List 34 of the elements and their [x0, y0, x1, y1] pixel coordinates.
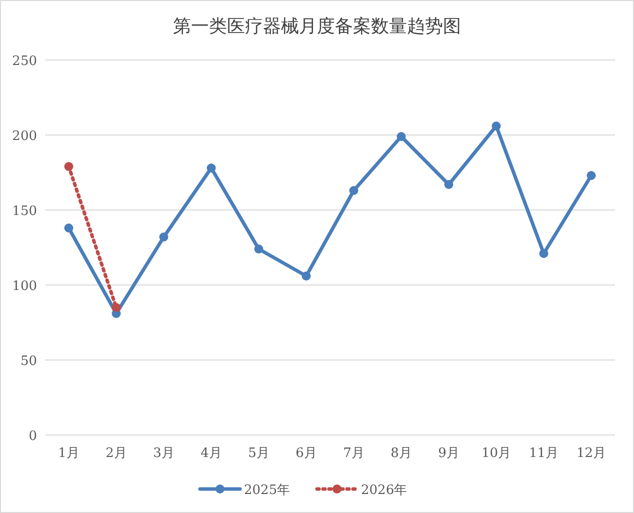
point [586, 171, 596, 180]
point [64, 162, 74, 171]
title: 第一类医疗器械月度备案数量趋势图 [173, 16, 461, 37]
x-tick-label: 12月 [576, 446, 606, 461]
point [254, 244, 264, 254]
point [444, 180, 454, 189]
x-tick-label: 2月 [106, 446, 127, 461]
point [159, 232, 168, 242]
y-tick-label: 250 [12, 54, 37, 69]
y-tick-label: 0 [28, 429, 37, 444]
x-tick-label: 4月 [200, 446, 222, 461]
x-tick-label: 11月 [528, 446, 559, 461]
x-tick-label: 10月 [481, 446, 512, 461]
legend-label: 2025年 [244, 483, 290, 498]
point [112, 303, 121, 312]
x-tick-label: 7月 [343, 446, 364, 461]
y-tick-label: 150 [12, 204, 37, 219]
point [349, 186, 358, 195]
x-tick-label: 1月 [58, 446, 80, 461]
point [396, 132, 406, 141]
x-tick-label: 3月 [153, 446, 174, 461]
y-tick-label: 100 [12, 279, 37, 294]
point [539, 249, 548, 258]
point [64, 224, 74, 232]
legend-label: 2026年 [361, 483, 408, 498]
x-tick-label: 8月 [390, 446, 412, 461]
point [302, 272, 311, 280]
x-tick-label: 6月 [296, 446, 317, 461]
x-tick-label: 9月 [438, 446, 460, 461]
point [206, 164, 216, 172]
point [492, 122, 501, 130]
y-tick-label: 200 [12, 129, 37, 144]
y-tick-label: 50 [20, 354, 37, 369]
x-tick-label: 5月 [248, 446, 270, 461]
